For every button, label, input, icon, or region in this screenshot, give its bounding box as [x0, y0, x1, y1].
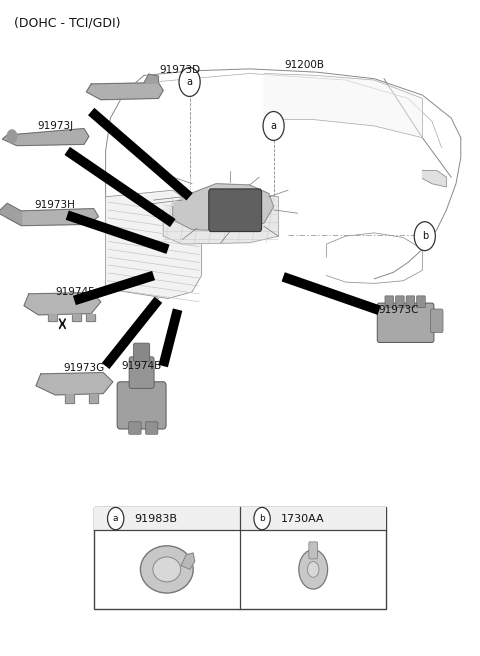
- Polygon shape: [264, 73, 422, 138]
- Polygon shape: [36, 373, 113, 395]
- Text: 91973D: 91973D: [159, 66, 201, 75]
- Circle shape: [263, 112, 284, 140]
- Polygon shape: [24, 293, 101, 315]
- Polygon shape: [173, 184, 274, 231]
- Text: b: b: [421, 231, 428, 241]
- Circle shape: [7, 130, 17, 143]
- Ellipse shape: [153, 557, 181, 582]
- Polygon shape: [72, 314, 81, 321]
- Text: 91974B: 91974B: [121, 361, 162, 371]
- Polygon shape: [89, 394, 98, 403]
- FancyBboxPatch shape: [431, 309, 443, 333]
- Polygon shape: [181, 553, 195, 569]
- FancyBboxPatch shape: [145, 422, 158, 434]
- Text: 1730AA: 1730AA: [281, 514, 324, 523]
- FancyBboxPatch shape: [129, 357, 154, 388]
- FancyBboxPatch shape: [417, 296, 425, 308]
- Polygon shape: [163, 194, 278, 244]
- Polygon shape: [0, 203, 22, 226]
- Text: 91200B: 91200B: [285, 60, 325, 70]
- Circle shape: [414, 222, 435, 251]
- FancyBboxPatch shape: [406, 296, 415, 308]
- Circle shape: [254, 508, 270, 530]
- FancyBboxPatch shape: [117, 382, 166, 429]
- Bar: [94, 507, 386, 609]
- Text: 91973G: 91973G: [63, 363, 105, 373]
- Text: 91973H: 91973H: [35, 200, 76, 210]
- Circle shape: [308, 562, 319, 577]
- FancyBboxPatch shape: [209, 189, 262, 232]
- Text: 91974F: 91974F: [55, 287, 94, 297]
- Polygon shape: [106, 190, 202, 298]
- Text: a: a: [113, 514, 119, 523]
- Text: a: a: [271, 121, 276, 131]
- FancyBboxPatch shape: [133, 343, 150, 361]
- Text: (DOHC - TCI/GDI): (DOHC - TCI/GDI): [14, 16, 121, 30]
- Circle shape: [179, 68, 200, 96]
- FancyBboxPatch shape: [396, 296, 404, 308]
- Polygon shape: [7, 209, 98, 226]
- Ellipse shape: [140, 546, 193, 593]
- FancyBboxPatch shape: [385, 296, 394, 308]
- Bar: [94, 507, 386, 530]
- FancyBboxPatch shape: [377, 303, 434, 342]
- Polygon shape: [2, 129, 89, 146]
- Text: 91973J: 91973J: [37, 121, 73, 131]
- Polygon shape: [65, 394, 74, 403]
- FancyBboxPatch shape: [309, 542, 318, 559]
- Circle shape: [299, 550, 327, 589]
- Circle shape: [108, 508, 124, 530]
- Text: 91973C: 91973C: [378, 305, 419, 315]
- Polygon shape: [86, 83, 163, 100]
- Polygon shape: [144, 74, 158, 83]
- Polygon shape: [48, 314, 57, 321]
- Polygon shape: [422, 171, 446, 187]
- Text: 91983B: 91983B: [134, 514, 178, 523]
- FancyBboxPatch shape: [129, 422, 141, 434]
- Text: b: b: [259, 514, 265, 523]
- Text: a: a: [187, 77, 192, 87]
- Polygon shape: [86, 314, 95, 321]
